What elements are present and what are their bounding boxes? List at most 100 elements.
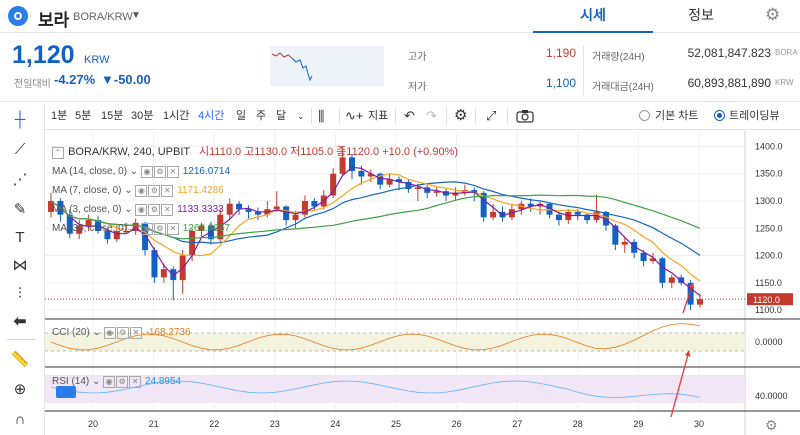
eye-icon[interactable]: ◉ [135, 204, 148, 216]
stats-panel: 고가 1,190 저가 1,100 거래량(24H) 52,081,847.82… [406, 45, 798, 96]
price-chart[interactable]: 1400.0 1350.0 1300.0 1250.0 1200.0 1150.0 1100… [45, 131, 800, 435]
settings-icon[interactable]: ⚙ [116, 376, 129, 388]
coin-select-chevron-down-icon[interactable]: ▼ [131, 10, 141, 21]
close-icon[interactable]: ✕ [166, 166, 179, 178]
settings-icon[interactable]: ⚙ [153, 223, 166, 235]
settings-gear-icon[interactable]: ⚙ [765, 5, 781, 24]
candle-body [678, 277, 685, 283]
interval-week[interactable]: 주 [256, 110, 267, 122]
amount-unit: KRW [775, 78, 794, 87]
close-icon[interactable]: ✕ [129, 376, 142, 388]
tab-price[interactable]: 시세 [533, 0, 653, 33]
interval-5m[interactable]: 5분 [75, 110, 92, 122]
chart-footer-gear-icon[interactable]: ⚙ [765, 417, 778, 433]
interval-1h[interactable]: 1시간 [163, 110, 190, 122]
drawing-tools-sidebar: ┼ ⟋ ⋰ ✎ T ⋈ ⫶ ⬅ 📏 ⊕ ∩ [0, 103, 45, 435]
measure-levels-icon[interactable]: ⫶ [18, 285, 22, 302]
eye-icon[interactable]: ◉ [103, 376, 116, 388]
fib-tools-icon[interactable]: ⋰ [12, 171, 28, 188]
redo-icon[interactable]: ↷ [426, 108, 437, 123]
candle-style-icon[interactable]: ⫼ [318, 108, 325, 124]
basic-chart-radio[interactable] [639, 110, 650, 121]
rsi-line [50, 380, 701, 398]
eye-icon[interactable]: ◉ [135, 185, 148, 197]
close-icon[interactable]: ✕ [129, 327, 142, 339]
change-label: 전일대비 [14, 79, 51, 90]
cci-label: CCI (20) [52, 327, 90, 338]
candle-body [113, 231, 120, 240]
crosshair-icon[interactable]: ┼ [14, 111, 26, 128]
candle-body [452, 192, 459, 196]
ruler-icon[interactable]: 📏 [10, 351, 30, 368]
candle-body [527, 203, 534, 207]
mini-sparkline-chart [270, 46, 384, 86]
interval-1m[interactable]: 1분 [51, 110, 68, 122]
interval-day[interactable]: 일 [236, 110, 247, 122]
eye-icon[interactable]: ◉ [103, 327, 116, 339]
annotation-arrow [682, 282, 694, 314]
toolbar-separator [311, 108, 312, 124]
candle-body [301, 201, 308, 215]
candle-body [292, 214, 299, 221]
collapse-icon[interactable]: ⌃ [52, 147, 64, 159]
candle-body [396, 179, 403, 182]
candle-body [283, 206, 290, 221]
interval-chevron-down-icon[interactable]: ⌄ [297, 111, 305, 121]
interval-month[interactable]: 달 [276, 110, 287, 122]
brush-icon[interactable]: ✎ [13, 201, 27, 218]
candle-body [584, 214, 591, 221]
interval-4h[interactable]: 4시간 [198, 110, 225, 122]
trendline-icon[interactable]: ⟋ [14, 141, 26, 158]
close-icon[interactable]: ✕ [161, 185, 174, 197]
ma-value: 1269.6667 [182, 223, 231, 234]
toolbar-separator [339, 108, 340, 124]
candle-body [668, 277, 675, 283]
candle-body [555, 214, 562, 221]
interval-30m[interactable]: 30분 [131, 110, 154, 122]
annotation-arrow [670, 350, 690, 418]
current-price: 1,120 [12, 41, 75, 69]
tradingview-radio[interactable] [714, 110, 725, 121]
fullscreen-icon[interactable]: ⤢ [486, 108, 497, 123]
chart-settings-gear-icon[interactable]: ⚙ [454, 107, 468, 124]
rsi-band [45, 375, 745, 403]
price-unit: KRW [84, 54, 110, 66]
pattern-tool-icon[interactable]: ⋈ [12, 257, 28, 274]
candle-body [386, 179, 393, 185]
candle-body [66, 214, 73, 234]
undo-icon[interactable]: ↶ [404, 108, 415, 123]
volume-unit: BORA [775, 48, 798, 57]
magnet-icon[interactable]: ∩ [14, 411, 26, 428]
indicator-plus-icon[interactable]: ∿+ [345, 108, 364, 123]
text-tool-icon[interactable]: T [15, 229, 25, 246]
tab-info[interactable]: 정보 [688, 7, 714, 23]
settings-icon[interactable]: ⚙ [148, 185, 161, 197]
close-icon[interactable]: ✕ [161, 204, 174, 216]
y-tick-label: 1100.0 [755, 305, 782, 315]
screenshot-camera-icon[interactable] [516, 109, 534, 123]
chart-legend-title: ⌃ BORA/KRW, 240, UPBIT 시1110.0 고1130.0 저… [52, 143, 458, 159]
annotation-arrowhead [688, 283, 695, 289]
x-tick-label: 28 [573, 419, 583, 429]
zoom-in-icon[interactable]: ⊕ [13, 381, 27, 398]
basic-chart-label[interactable]: 기본 차트 [655, 110, 699, 122]
x-tick-label: 22 [209, 419, 219, 429]
ohlc-readout: 시1110.0 고1130.0 저1105.0 종1120.0 +10.0 (+… [198, 146, 459, 158]
close-icon[interactable]: ✕ [166, 223, 179, 235]
bora-logo-icon [8, 6, 28, 26]
candle-body [123, 231, 130, 232]
interval-15m[interactable]: 15분 [101, 110, 124, 122]
settings-icon[interactable]: ⚙ [116, 327, 129, 339]
tradingview-label[interactable]: 트레이딩뷰 [729, 110, 780, 122]
settings-icon[interactable]: ⚙ [148, 204, 161, 216]
candle-body [245, 209, 252, 212]
eye-icon[interactable]: ◉ [140, 166, 153, 178]
indicator-button[interactable]: 지표 [368, 110, 389, 122]
y-tick-label: 1200.0 [755, 251, 783, 261]
x-tick-label: 26 [452, 419, 462, 429]
settings-icon[interactable]: ⚙ [153, 166, 166, 178]
back-arrow-icon[interactable]: ⬅ [13, 313, 27, 330]
eye-icon[interactable]: ◉ [140, 223, 153, 235]
y-tick-label: 1400.0 [755, 141, 783, 151]
ma-line [50, 166, 701, 296]
